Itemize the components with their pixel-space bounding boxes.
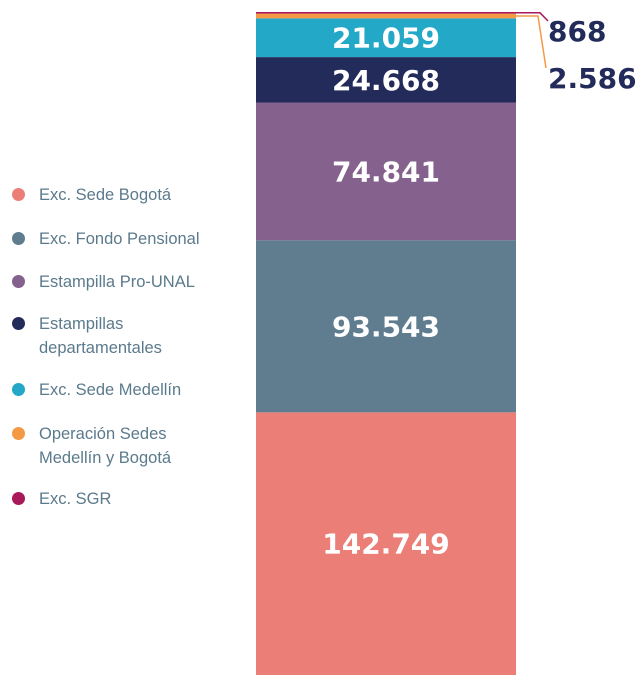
bar-segment [256, 240, 516, 413]
bar-segment [256, 13, 516, 19]
legend-label: Estampilla Pro-UNAL [39, 273, 195, 291]
legend-swatch [12, 492, 25, 505]
value-label: 24.668 [332, 64, 440, 97]
legend-item: Exc. SGR [12, 487, 212, 511]
legend-label: Exc. Fondo Pensional [39, 230, 200, 248]
legend-label: Exc. Sede Bogotá [39, 186, 172, 204]
legend-label: Estampillas departamentales [39, 315, 162, 357]
leader-line [516, 12, 549, 22]
bar-segment [256, 18, 516, 58]
value-label: 21.059 [332, 22, 440, 55]
value-label: 74.841 [332, 155, 440, 188]
legend-label: Exc. Sede Medellín [39, 381, 182, 399]
bar-segment [256, 57, 516, 103]
leader-line [516, 15, 547, 69]
legend-swatch [12, 188, 25, 201]
value-label: 93.543 [332, 310, 440, 343]
legend-item: Exc. Sede Medellín [12, 378, 212, 402]
legend-item: Exc. Sede Bogotá [12, 183, 212, 207]
legend-swatch [12, 275, 25, 288]
bar-segment [256, 102, 516, 241]
value-label: 868 [548, 15, 606, 48]
legend-label: Operación Sedes Medellín y Bogotá [39, 425, 172, 467]
legend-item: Operación Sedes Medellín y Bogotá [12, 422, 212, 470]
legend-item: Estampilla Pro-UNAL [12, 270, 212, 294]
legend-swatch [12, 317, 25, 330]
bar-segment [256, 412, 516, 675]
legend-swatch [12, 427, 25, 440]
legend-item: Estampillas departamentales [12, 312, 212, 360]
value-label: 142.749 [322, 528, 450, 561]
bar-segment [256, 12, 516, 14]
legend-item: Exc. Fondo Pensional [12, 227, 212, 251]
legend-swatch [12, 232, 25, 245]
legend-swatch [12, 383, 25, 396]
value-label: 2.586 [548, 62, 636, 95]
legend-label: Exc. SGR [39, 490, 112, 508]
